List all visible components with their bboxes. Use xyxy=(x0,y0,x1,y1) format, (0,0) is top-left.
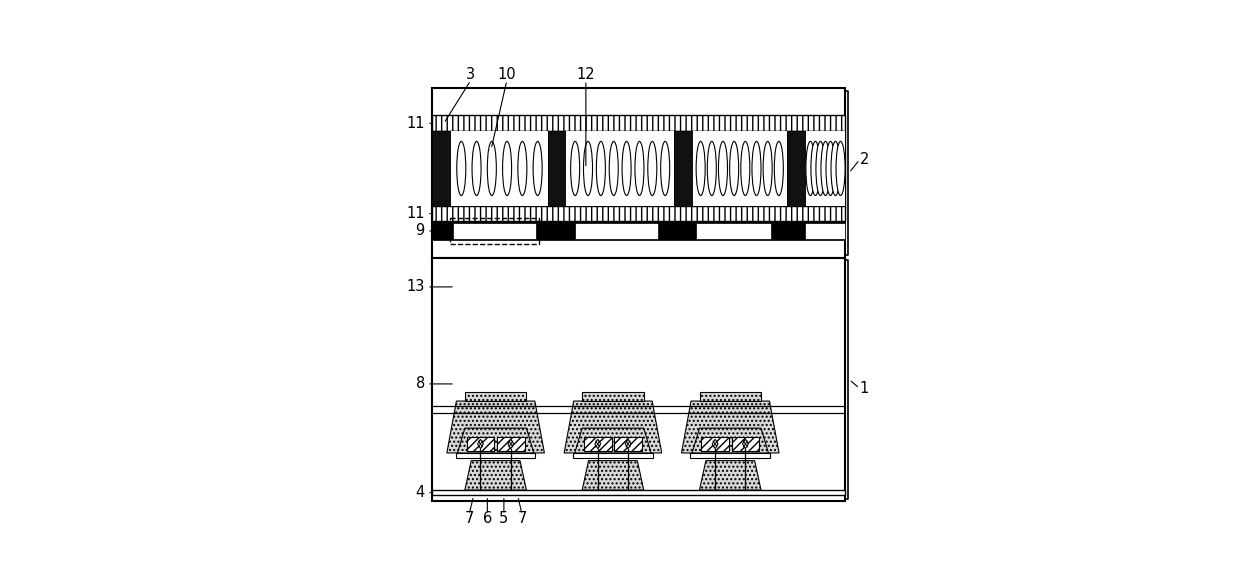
Bar xyxy=(433,206,846,222)
Bar xyxy=(584,437,611,451)
Bar xyxy=(697,223,771,239)
Polygon shape xyxy=(712,440,718,449)
Text: 9: 9 xyxy=(415,223,425,239)
Ellipse shape xyxy=(729,141,739,196)
Text: 7: 7 xyxy=(464,511,474,526)
Ellipse shape xyxy=(456,141,466,196)
Bar xyxy=(433,88,846,258)
Ellipse shape xyxy=(487,141,496,196)
Text: 3: 3 xyxy=(466,67,475,82)
Ellipse shape xyxy=(696,141,706,196)
Bar xyxy=(567,131,673,206)
Bar xyxy=(433,222,846,240)
Text: 7: 7 xyxy=(517,511,527,526)
Polygon shape xyxy=(575,428,651,453)
Bar xyxy=(805,223,846,239)
Ellipse shape xyxy=(751,141,761,196)
Ellipse shape xyxy=(570,141,579,196)
Text: 8: 8 xyxy=(415,376,425,391)
Ellipse shape xyxy=(661,141,670,196)
Ellipse shape xyxy=(518,141,527,196)
Bar xyxy=(693,131,786,206)
Text: 4: 4 xyxy=(415,485,425,500)
Ellipse shape xyxy=(596,141,605,196)
Bar xyxy=(702,437,729,451)
Ellipse shape xyxy=(502,141,512,196)
Polygon shape xyxy=(477,440,484,449)
Ellipse shape xyxy=(533,141,542,196)
Text: 11: 11 xyxy=(407,206,425,221)
Ellipse shape xyxy=(774,141,784,196)
Polygon shape xyxy=(692,428,769,453)
Ellipse shape xyxy=(811,141,820,196)
Polygon shape xyxy=(625,440,631,449)
Bar xyxy=(583,392,644,401)
Bar xyxy=(614,437,642,451)
Text: 10: 10 xyxy=(497,67,516,82)
Polygon shape xyxy=(458,428,533,453)
Text: 11: 11 xyxy=(407,116,425,131)
Ellipse shape xyxy=(806,141,815,196)
Ellipse shape xyxy=(635,141,644,196)
Bar xyxy=(466,437,495,451)
Polygon shape xyxy=(465,461,526,490)
Bar xyxy=(573,453,652,458)
Polygon shape xyxy=(743,440,748,449)
Ellipse shape xyxy=(707,141,717,196)
Bar xyxy=(456,453,536,458)
Ellipse shape xyxy=(816,141,825,196)
Polygon shape xyxy=(564,401,662,453)
Text: 6: 6 xyxy=(482,511,492,526)
Text: 5: 5 xyxy=(500,511,508,526)
Ellipse shape xyxy=(718,141,728,196)
Polygon shape xyxy=(699,461,761,490)
Bar xyxy=(732,437,759,451)
Polygon shape xyxy=(595,440,600,449)
Text: 2: 2 xyxy=(859,152,869,167)
Ellipse shape xyxy=(609,141,619,196)
Bar xyxy=(673,131,693,206)
Bar xyxy=(433,131,846,206)
Bar xyxy=(465,392,526,401)
Bar xyxy=(699,392,761,401)
Bar xyxy=(691,453,770,458)
Ellipse shape xyxy=(836,141,844,196)
Ellipse shape xyxy=(763,141,773,196)
Polygon shape xyxy=(583,461,644,490)
Bar xyxy=(450,219,539,244)
Bar xyxy=(453,223,536,239)
Ellipse shape xyxy=(740,141,750,196)
Bar xyxy=(433,490,846,495)
Polygon shape xyxy=(508,440,513,449)
Ellipse shape xyxy=(821,141,830,196)
Text: 12: 12 xyxy=(577,67,595,82)
Bar xyxy=(497,437,525,451)
Ellipse shape xyxy=(472,141,481,196)
Bar xyxy=(433,131,451,206)
Bar xyxy=(574,223,658,239)
Bar xyxy=(451,131,548,206)
Text: 13: 13 xyxy=(407,280,425,294)
Text: 1: 1 xyxy=(859,381,869,396)
Polygon shape xyxy=(682,401,779,453)
Polygon shape xyxy=(446,401,544,453)
Ellipse shape xyxy=(647,141,657,196)
Bar xyxy=(433,258,846,501)
Bar xyxy=(786,131,806,206)
Ellipse shape xyxy=(622,141,631,196)
Ellipse shape xyxy=(584,141,593,196)
Ellipse shape xyxy=(831,141,839,196)
Ellipse shape xyxy=(826,141,835,196)
Bar xyxy=(548,131,567,206)
Bar xyxy=(433,115,846,131)
Bar xyxy=(806,131,846,206)
